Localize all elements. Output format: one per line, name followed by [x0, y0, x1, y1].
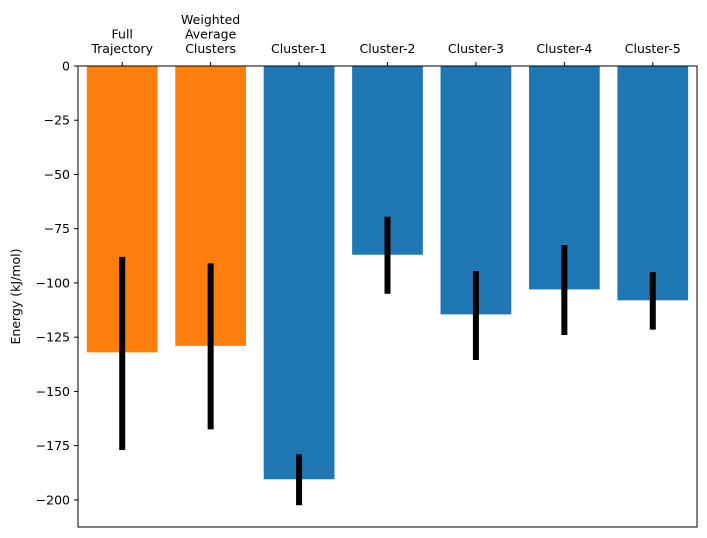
y-tick-label: 0: [62, 59, 70, 74]
x-tick-label: Cluster-4: [536, 41, 592, 56]
y-tick-label: −150: [36, 384, 70, 399]
error-bars-layer: [119, 216, 656, 506]
y-tick-label: −100: [36, 275, 70, 290]
x-tick-label: Cluster-1: [271, 41, 327, 56]
y-axis-label: Energy (kJ/mol): [8, 249, 23, 345]
y-tick-label: −175: [36, 438, 70, 453]
y-tick-label: −50: [44, 167, 70, 182]
x-tick-label: Cluster-2: [359, 41, 415, 56]
bar-3: [263, 66, 335, 480]
y-axis: 0 −25 −50 −75 −100 −125 −150 −175 −200: [36, 59, 78, 507]
y-tick-label: −125: [36, 330, 70, 345]
y-tick-label: −75: [44, 221, 70, 236]
y-tick-label: −200: [36, 492, 70, 507]
x-tick-label: Cluster-3: [448, 41, 504, 56]
bar-7: [617, 66, 689, 301]
x-tick-label: Full: [112, 27, 133, 42]
x-tick-label: Trajectory: [90, 41, 153, 56]
x-tick-label: Average: [185, 27, 237, 42]
x-tick-label: Cluster-5: [625, 41, 681, 56]
y-tick-label: −25: [44, 113, 70, 128]
x-tick-label: Clusters: [185, 41, 236, 56]
x-tick-label: Weighted: [181, 12, 240, 27]
